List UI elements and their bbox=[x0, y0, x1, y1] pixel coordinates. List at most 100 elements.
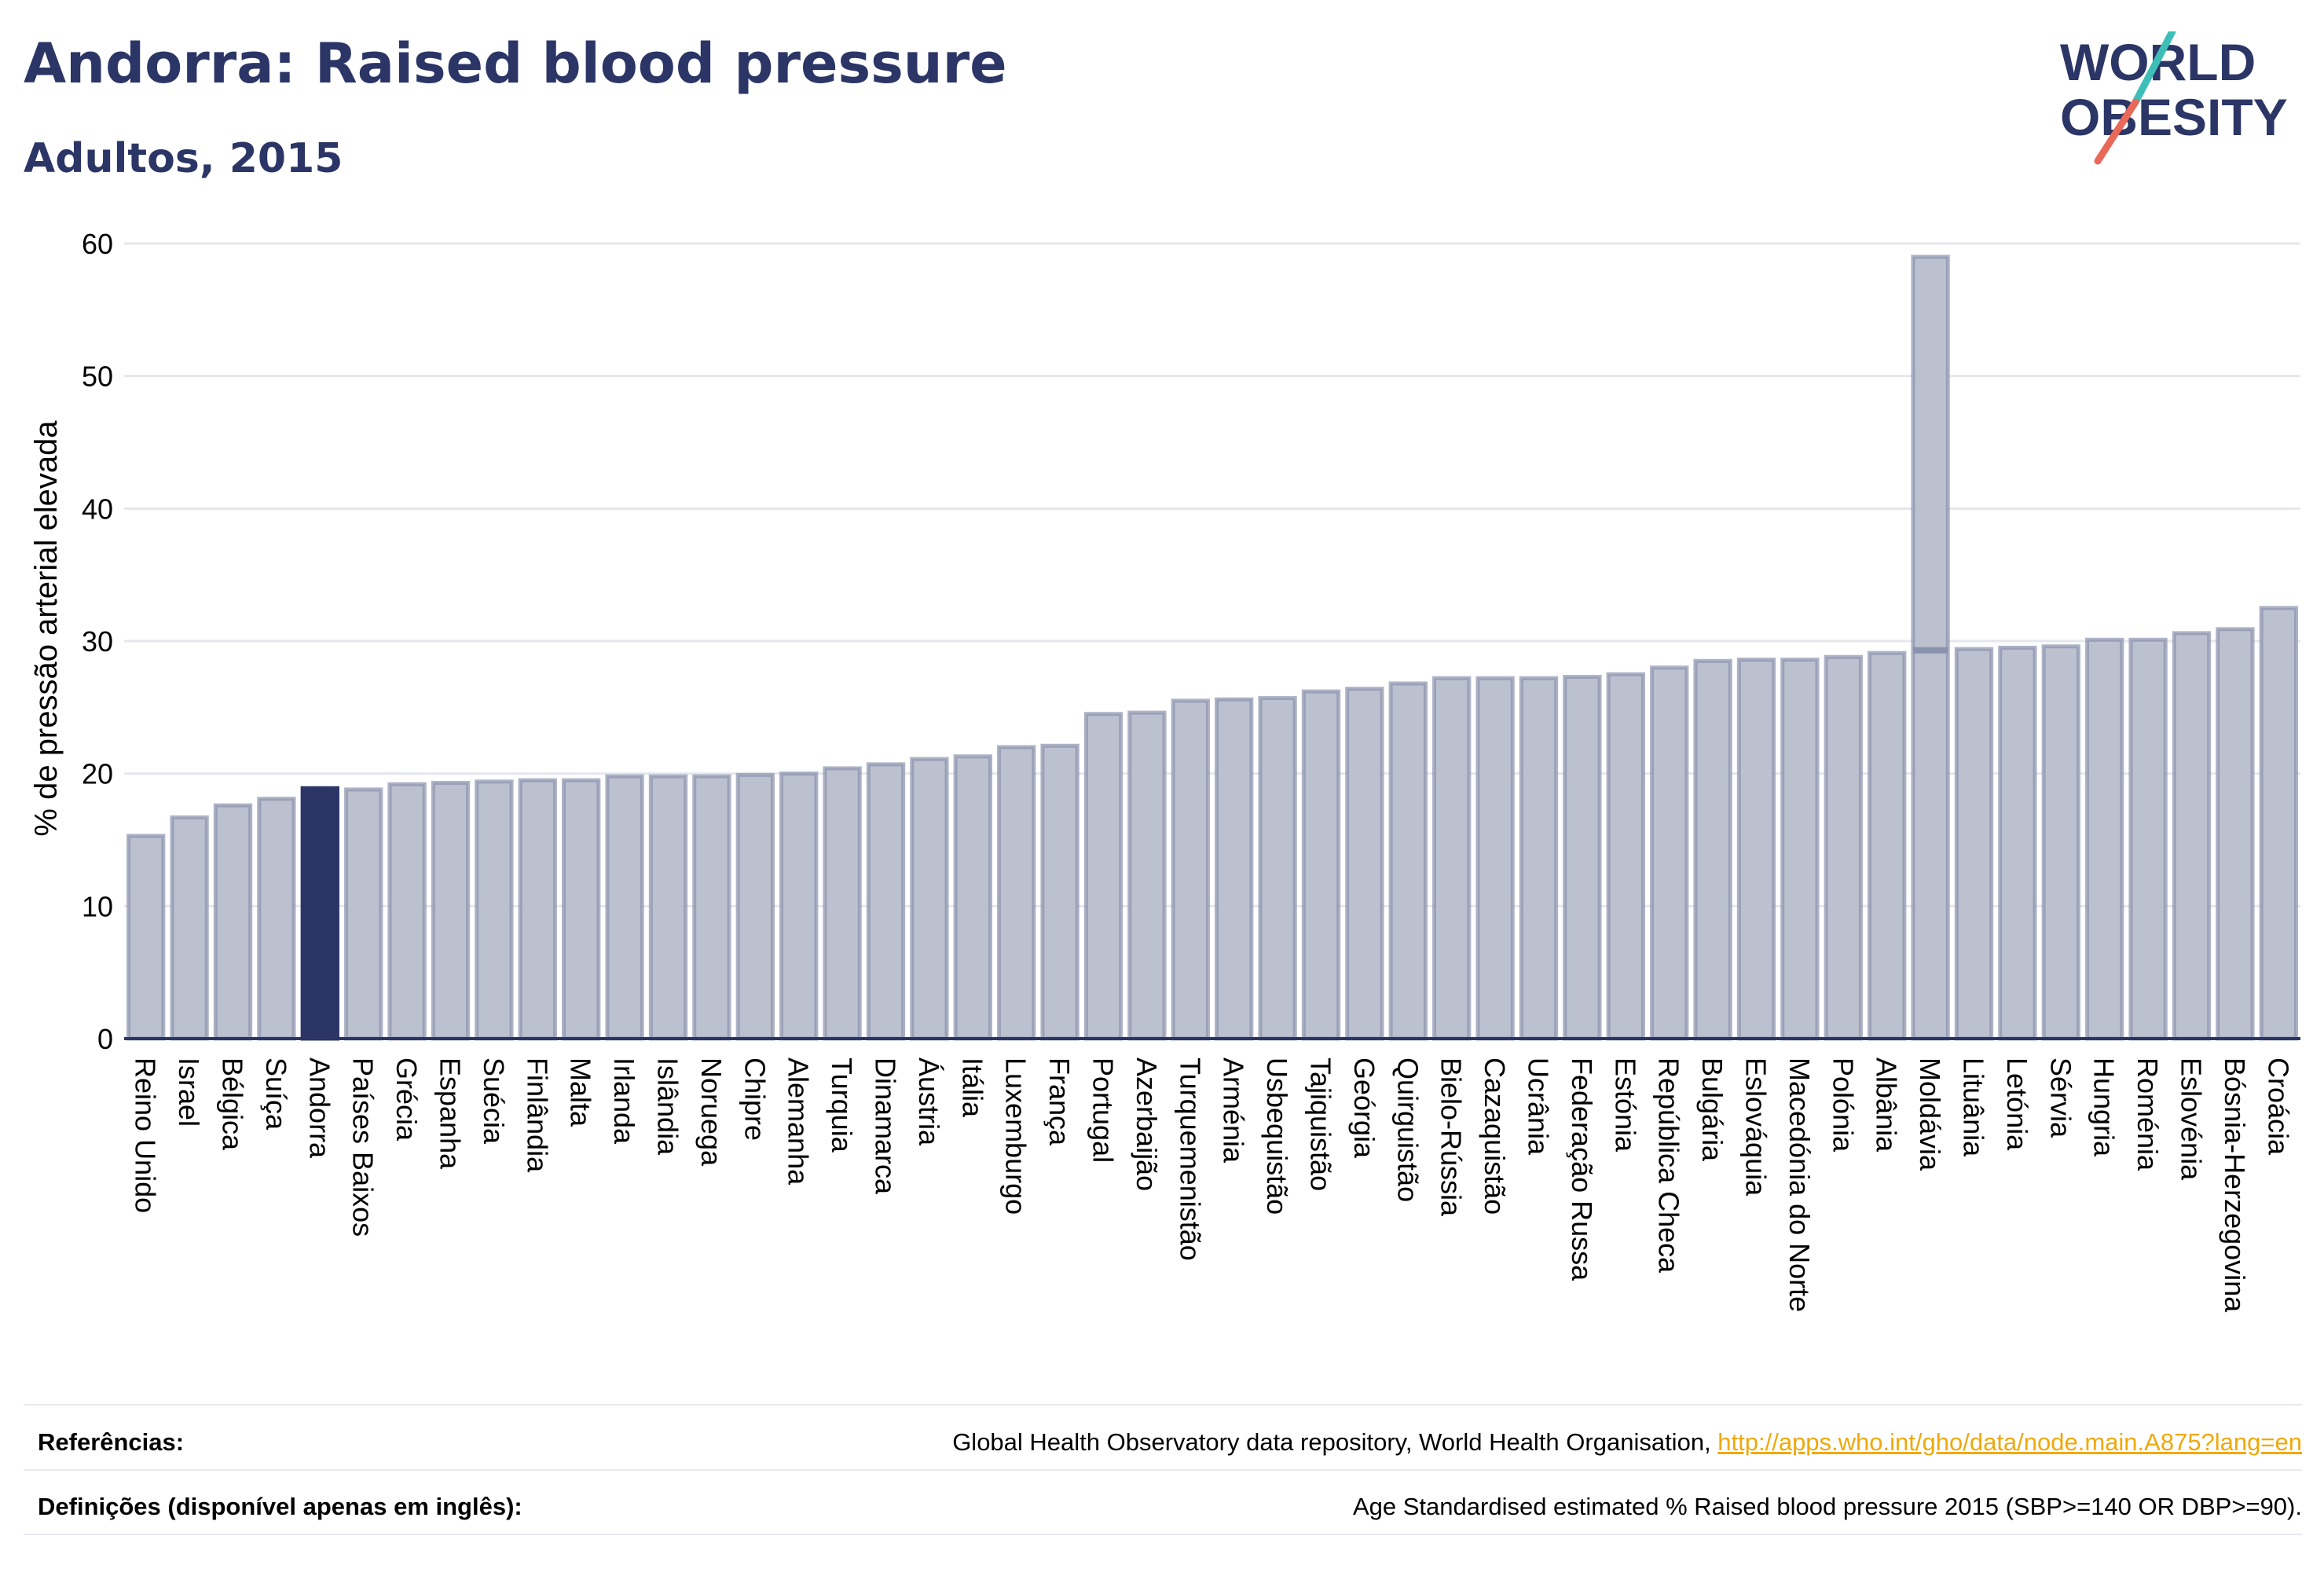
x-tick-label: Bósnia-Herzegovina bbox=[2219, 1057, 2251, 1313]
references-row: Referências: Global Health Observatory d… bbox=[24, 1411, 2302, 1474]
x-tick-label: Polónia bbox=[1827, 1057, 1859, 1153]
bar-30[interactable] bbox=[1432, 676, 1472, 1041]
footer-divider-bottom bbox=[24, 1534, 2302, 1535]
bar-48[interactable] bbox=[2216, 627, 2255, 1041]
bar-49[interactable] bbox=[2259, 606, 2298, 1041]
bar-28[interactable] bbox=[1345, 687, 1384, 1041]
x-tick-label: Espanha bbox=[434, 1057, 467, 1170]
x-tick-label: Eslovénia bbox=[2176, 1057, 2208, 1181]
bar-6[interactable] bbox=[387, 782, 427, 1041]
bar-39[interactable] bbox=[1824, 654, 1863, 1041]
bar-14[interactable] bbox=[735, 772, 775, 1041]
bar-8[interactable] bbox=[475, 779, 514, 1041]
bar-12[interactable] bbox=[648, 774, 688, 1041]
x-axis-labels: Reino Unido Israel Bélgica Suíça Andorra País… bbox=[130, 1057, 2295, 1313]
bar-7[interactable] bbox=[431, 780, 471, 1041]
x-tick-label: Bielo-Rússia bbox=[1435, 1057, 1468, 1217]
y-tick-label: 0 bbox=[97, 1023, 113, 1055]
x-tick-label: Bulgária bbox=[1696, 1057, 1728, 1162]
bar-1[interactable] bbox=[170, 815, 209, 1041]
bar-23[interactable] bbox=[1127, 710, 1167, 1041]
x-tick-label: Macedónia do Norte bbox=[1783, 1057, 1816, 1312]
bar-44[interactable] bbox=[2041, 644, 2080, 1041]
footer-divider-top bbox=[24, 1404, 2302, 1406]
bar-15[interactable] bbox=[779, 772, 819, 1041]
x-tick-label: Geórgia bbox=[1348, 1057, 1380, 1159]
references-link[interactable]: http://apps.who.int/gho/data/node.main.A… bbox=[1717, 1428, 2302, 1456]
bar-3[interactable] bbox=[257, 797, 296, 1041]
bar-5[interactable] bbox=[344, 787, 383, 1041]
bar-37[interactable] bbox=[1736, 658, 1776, 1041]
bar-40[interactable] bbox=[1868, 651, 1907, 1041]
bars bbox=[124, 255, 2300, 1041]
bar-16[interactable] bbox=[823, 766, 862, 1041]
x-tick-label: Bélgica bbox=[217, 1057, 249, 1151]
bar-2[interactable] bbox=[213, 803, 253, 1041]
bar-11[interactable] bbox=[605, 774, 644, 1041]
bar-13[interactable] bbox=[692, 774, 731, 1041]
x-tick-label: Quirguistão bbox=[1391, 1057, 1424, 1202]
logo-text-obesity: OBESITY bbox=[2060, 88, 2288, 146]
x-tick-label: Irlanda bbox=[608, 1057, 640, 1145]
x-tick-label: Sérvia bbox=[2044, 1057, 2077, 1138]
references-text: Global Health Observatory data repositor… bbox=[952, 1428, 1718, 1456]
bar-35[interactable] bbox=[1650, 665, 1689, 1041]
page-subtitle: Adultos, 2015 bbox=[24, 135, 343, 182]
bar-22[interactable] bbox=[1083, 712, 1124, 1041]
bar-29[interactable] bbox=[1388, 681, 1428, 1041]
x-tick-label: Reino Unido bbox=[130, 1057, 162, 1213]
x-tick-label: Chipre bbox=[739, 1057, 771, 1141]
bar-17[interactable] bbox=[866, 762, 906, 1041]
bar-27[interactable] bbox=[1301, 689, 1341, 1041]
bar-33[interactable] bbox=[1563, 675, 1602, 1041]
x-tick-label: Andorra bbox=[303, 1057, 335, 1159]
y-axis-title: % de pressão arterial elevada bbox=[29, 420, 64, 837]
x-tick-label: Suíça bbox=[260, 1057, 292, 1131]
bar-19[interactable] bbox=[953, 754, 992, 1041]
x-tick-label: Noruega bbox=[695, 1057, 728, 1167]
x-tick-label: Áustria bbox=[913, 1057, 945, 1146]
x-tick-label: Letónia bbox=[2001, 1057, 2033, 1151]
bar-20[interactable] bbox=[997, 745, 1036, 1041]
x-tick-label: Roménia bbox=[2132, 1057, 2164, 1171]
bar-0[interactable] bbox=[126, 834, 166, 1041]
bar-34[interactable] bbox=[1606, 672, 1645, 1041]
definitions-label: Definições (disponível apenas em inglês)… bbox=[38, 1493, 522, 1520]
bar-9[interactable] bbox=[518, 778, 557, 1041]
x-tick-label: Moldávia bbox=[1914, 1057, 1946, 1171]
bar-25[interactable] bbox=[1215, 697, 1254, 1041]
bar-42[interactable] bbox=[1954, 647, 1994, 1041]
page-title: Andorra: Raised blood pressure bbox=[24, 31, 1007, 96]
bar-chart: 0 10 20 30 40 50 60 Reino Unido Israel Bélgica Su… bbox=[29, 228, 2300, 1313]
x-tick-label: Itália bbox=[956, 1057, 988, 1118]
bar-36[interactable] bbox=[1693, 658, 1732, 1041]
footer-divider-middle bbox=[24, 1469, 2302, 1471]
bar-31[interactable] bbox=[1475, 676, 1515, 1041]
x-tick-label: Islândia bbox=[652, 1057, 684, 1156]
bar-46[interactable] bbox=[2128, 637, 2168, 1041]
y-axis-ticks: 0 10 20 30 40 50 60 bbox=[82, 228, 113, 1055]
bar-18[interactable] bbox=[910, 757, 949, 1041]
logo-slash-teal bbox=[2132, 31, 2176, 106]
x-tick-label: Ucrânia bbox=[1523, 1057, 1555, 1156]
x-tick-label: Estónia bbox=[1609, 1057, 1641, 1153]
x-tick-label: Malta bbox=[565, 1057, 597, 1127]
bar-47[interactable] bbox=[2172, 631, 2212, 1041]
y-tick-label: 10 bbox=[82, 890, 113, 922]
x-tick-label: Alemanha bbox=[783, 1057, 815, 1186]
bar-26[interactable] bbox=[1258, 696, 1297, 1041]
x-tick-label: Países Baixos bbox=[347, 1057, 379, 1237]
bar-43[interactable] bbox=[1998, 645, 2037, 1041]
bar-4[interactable] bbox=[300, 786, 339, 1041]
x-tick-label: Israel bbox=[173, 1057, 205, 1127]
x-tick-label: Croácia bbox=[2262, 1057, 2294, 1156]
bar-45[interactable] bbox=[2085, 637, 2124, 1041]
world-obesity-logo: WORLD OBESITY bbox=[2060, 31, 2288, 165]
bar-32[interactable] bbox=[1519, 676, 1559, 1041]
bar-24[interactable] bbox=[1171, 698, 1210, 1041]
x-tick-label: Portugal bbox=[1087, 1057, 1120, 1163]
bar-38[interactable] bbox=[1780, 658, 1820, 1041]
bar-10[interactable] bbox=[562, 778, 601, 1041]
bar-21[interactable] bbox=[1040, 743, 1080, 1041]
y-tick-label: 20 bbox=[82, 758, 113, 790]
